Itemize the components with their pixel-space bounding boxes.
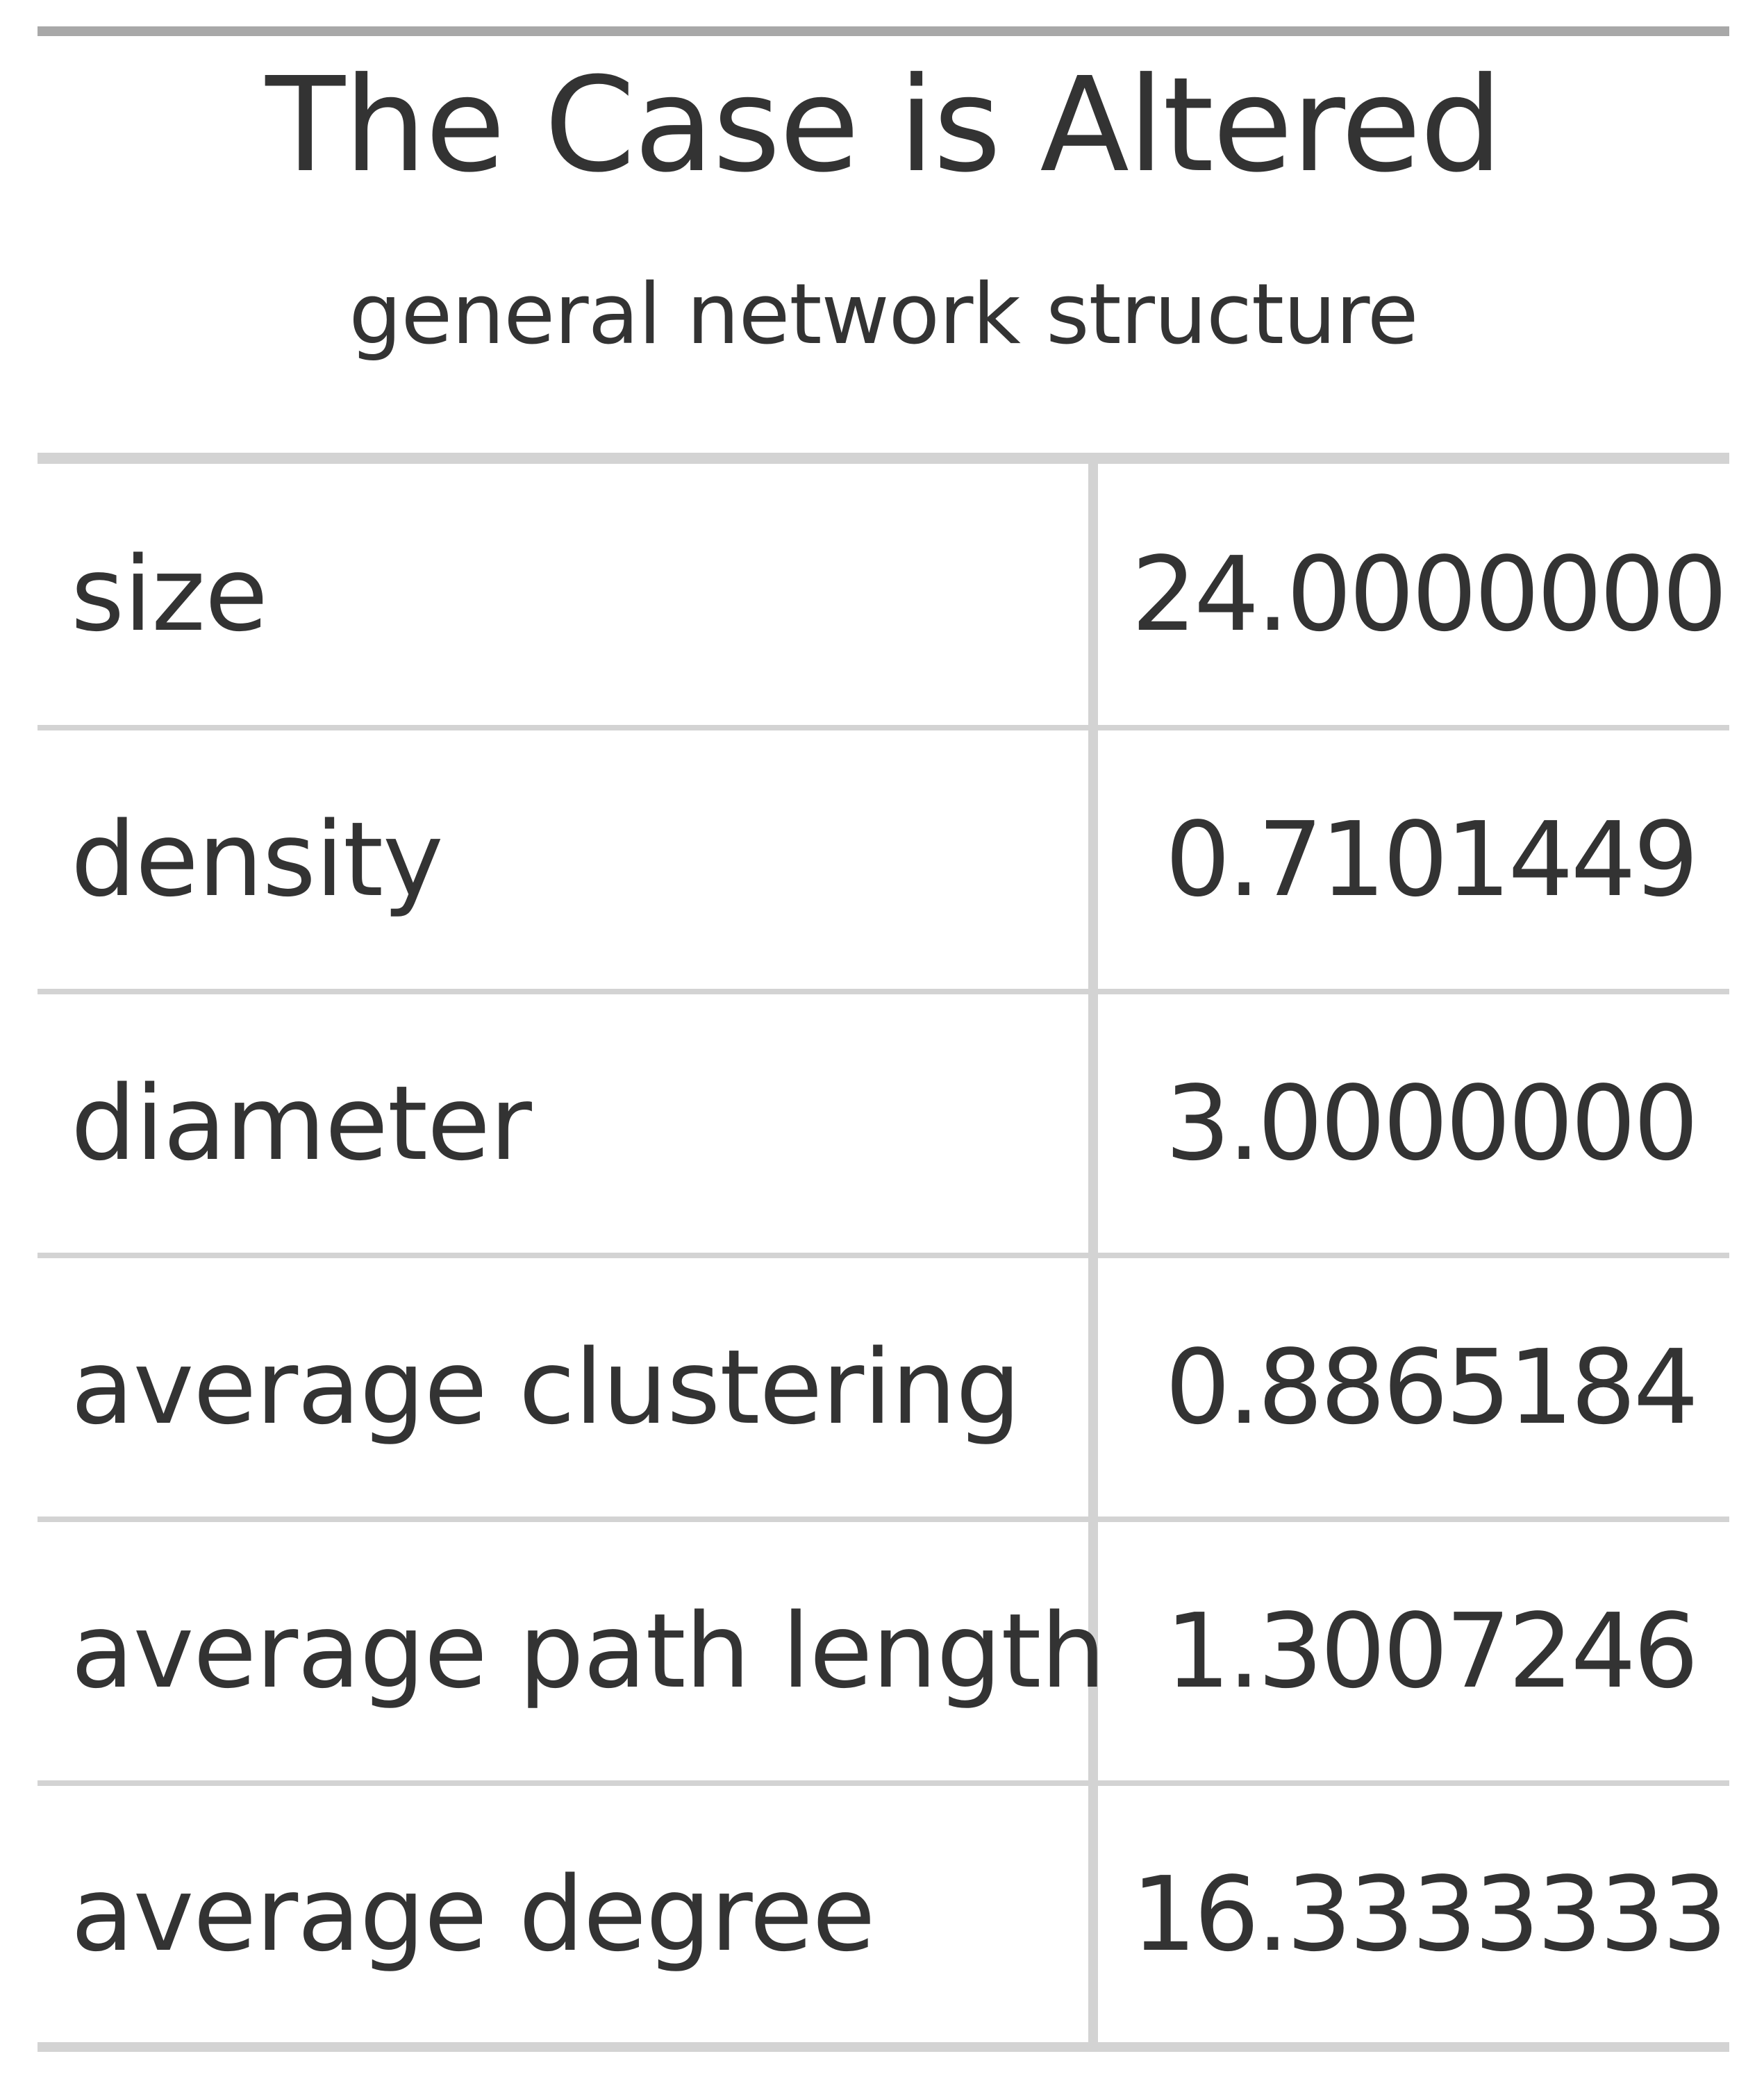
table-row: density 0.7101449: [38, 725, 1729, 992]
table-row: average degree 16.3333333: [38, 1780, 1729, 2047]
row-label-average-clustering: average clustering: [38, 1253, 1098, 1519]
network-stats-table: The Case is Altered general network stru…: [38, 26, 1729, 2052]
stats-body: size 24.0000000 density 0.7101449 diamet…: [38, 464, 1729, 2052]
table-row: size 24.0000000: [38, 464, 1729, 728]
row-label-density: density: [38, 725, 1098, 992]
row-label-average-path-length: average path length: [38, 1517, 1106, 1783]
row-label-size: size: [38, 464, 1098, 728]
row-value-density: 0.7101449: [1093, 725, 1729, 992]
row-value-size: 24.0000000: [1131, 535, 1728, 654]
row-value-average-path-length: 1.3007246: [1093, 1517, 1729, 1783]
row-label-average-degree: average degree: [38, 1780, 1098, 2047]
table-subtitle: general network structure: [38, 210, 1729, 464]
table-title: The Case is Altered: [265, 49, 1503, 201]
row-value-average-degree: 16.3333333: [1093, 1780, 1729, 2047]
row-value-diameter: 3.0000000: [1093, 989, 1729, 1255]
row-label-diameter: diameter: [38, 989, 1098, 1255]
row-value-average-clustering: 0.8865184: [1093, 1253, 1729, 1519]
top-rule: [38, 26, 1729, 36]
table-row: diameter 3.0000000: [38, 989, 1729, 1255]
table-row: average path length 1.3007246: [38, 1517, 1729, 1783]
table-row: average clustering 0.8865184: [38, 1253, 1729, 1519]
